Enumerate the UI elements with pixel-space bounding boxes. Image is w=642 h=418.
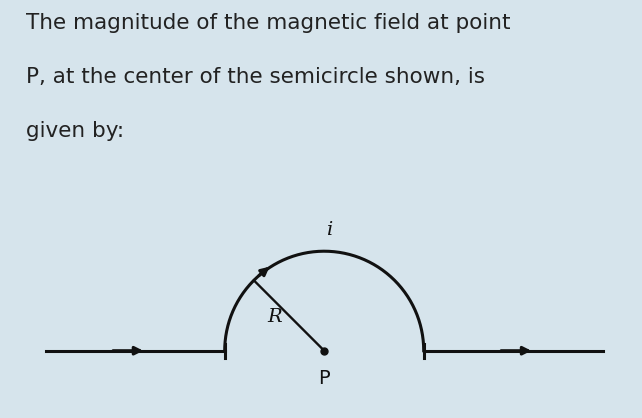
Text: i: i — [326, 221, 333, 239]
Text: P: P — [318, 369, 330, 387]
Text: R: R — [267, 308, 282, 326]
Text: P, at the center of the semicircle shown, is: P, at the center of the semicircle shown… — [26, 67, 485, 87]
Text: The magnitude of the magnetic field at point: The magnitude of the magnetic field at p… — [26, 13, 510, 33]
Text: given by:: given by: — [26, 121, 124, 141]
